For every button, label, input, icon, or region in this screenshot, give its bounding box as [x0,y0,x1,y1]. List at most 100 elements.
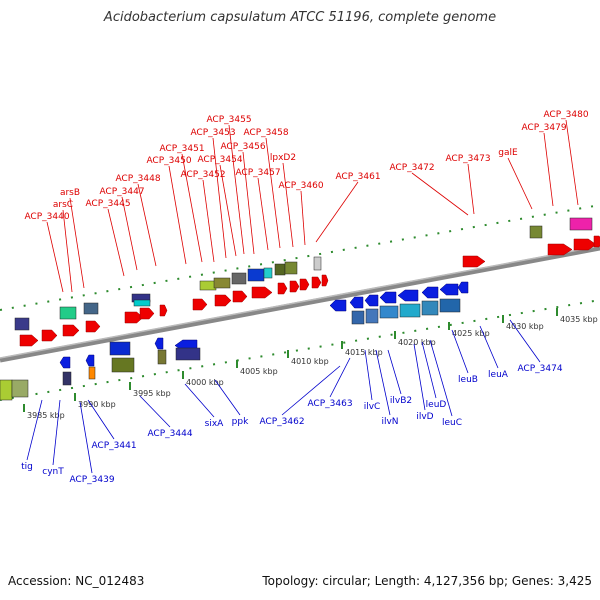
forward-gene-arrow [462,255,486,268]
forward-leader-line [168,165,187,265]
gene-feature-box [175,347,201,361]
forward-leader-line [242,151,255,255]
forward-leader-line [46,221,64,293]
reverse-leader-line [79,401,93,474]
forward-gene-arrow [139,307,155,320]
reverse-gene-label: leuD [426,400,447,410]
forward-leader-line [507,157,533,210]
reverse-guide-line [0,299,600,401]
gene-feature-box [365,308,379,324]
forward-gene-arrow [547,243,573,256]
reverse-gene-label: cynT [42,467,64,477]
gene-feature-box [421,300,439,316]
reverse-gene-arrow [397,289,419,302]
forward-leader-line [202,179,215,263]
reverse-gene-label: leuB [458,375,478,385]
forward-gene-label: ACP_3454 [197,155,242,165]
gene-feature-box [88,366,96,380]
forward-gene-arrow [192,298,208,311]
forward-gene-arrow [62,324,80,337]
forward-gene-arrow [159,304,168,317]
gene-feature-box [133,299,151,307]
reverse-gene-arrow [154,337,164,350]
gene-feature-box [14,317,30,331]
forward-leader-line [315,181,359,243]
forward-gene-label: arsB [60,188,80,198]
tick-label: 4020 kbp [398,338,436,347]
label-layer: ACP_3440 arsC arsB ACP_3445 ACP_3447 ACP_3448… [21,110,589,485]
reverse-gene-label: ilvC [364,402,381,412]
forward-gene-label: ACP_3473 [445,154,490,164]
reverse-gene-label: tig [21,462,33,472]
forward-gene-label: ACP_3456 [220,142,265,152]
forward-gene-arrow [232,290,248,303]
tick-label: 4035 kbp [560,315,598,324]
gene-feature-box [109,341,131,356]
reverse-gene-label: ilvN [381,417,398,427]
forward-gene-label: ACP_3480 [543,110,588,120]
forward-gene-label: ACP_3458 [243,128,288,138]
reverse-leader-line [429,339,453,417]
forward-gene-label: ACP_3479 [521,123,566,133]
forward-leader-line [137,183,157,267]
reverse-leader-line [87,399,115,440]
forward-gene-label: ACP_3453 [190,128,235,138]
forward-gene-label: ACP_3447 [99,187,144,197]
reverse-leader-line [375,349,391,416]
reverse-leader-line [509,319,541,363]
gene-feature-box [111,357,135,373]
gene-feature-box [83,302,99,315]
reverse-leader-line [387,349,402,395]
forward-gene-label: ACP_3450 [146,156,191,166]
reverse-gene-label: ACP_3441 [91,441,136,451]
forward-leader-line [265,137,281,249]
forward-gene-label: ACP_3461 [335,172,380,182]
forward-leader-line [228,124,245,255]
forward-gene-label: arsC [53,200,73,210]
reverse-gene-arrow [349,296,364,309]
reverse-leader-line [281,365,341,416]
forward-guide-line [0,204,600,311]
gene-feature-box [529,225,543,239]
forward-gene-arrow [321,274,329,287]
gene-feature-box [274,263,286,276]
forward-gene-label: ACP_3457 [235,168,280,178]
forward-leader-line [181,153,203,263]
forward-gene-label: ACP_3451 [159,144,204,154]
reverse-gene-label: ppk [232,417,249,427]
forward-gene-label: ACP_3440 [24,212,69,222]
forward-gene-arrow [311,276,322,289]
tick-label: 3990 kbp [78,400,116,409]
forward-gene-label: ACP_3455 [206,115,251,125]
tick-label: 3995 kbp [133,389,171,398]
gene-feature-box [263,267,273,279]
reverse-gene-arrow [59,356,71,369]
tick-label: 4025 kbp [452,329,490,338]
forward-gene-arrow [289,280,300,293]
forward-leader-line [107,208,125,277]
genome-axis-highlight [0,245,600,359]
reverse-leader-line [451,329,469,374]
reverse-gene-label: ilvD [416,412,433,422]
gene-feature-box [11,379,29,398]
reverse-gene-label: ACP_3463 [307,399,352,409]
gene-layer [0,217,600,401]
reverse-leader-line [26,399,43,461]
gene-feature-box [231,272,247,285]
reverse-gene-arrow [364,294,379,307]
reverse-leader-line [421,341,437,399]
forward-gene-arrow [277,282,288,295]
tick-label: 4030 kbp [506,322,544,331]
reverse-gene-arrow [439,283,459,296]
gene-feature-box [157,349,167,365]
reverse-gene-arrow [421,286,439,299]
reverse-gene-label: sixA [205,419,225,429]
gene-feature-box [0,379,13,401]
reverse-leader-line [184,383,215,418]
reverse-leader-line [52,399,61,466]
reverse-leader-line [214,379,241,416]
gene-feature-box [284,261,298,275]
gene-feature-box [199,280,217,291]
leader-line-layer [26,119,579,474]
gene-feature-box [569,217,593,231]
